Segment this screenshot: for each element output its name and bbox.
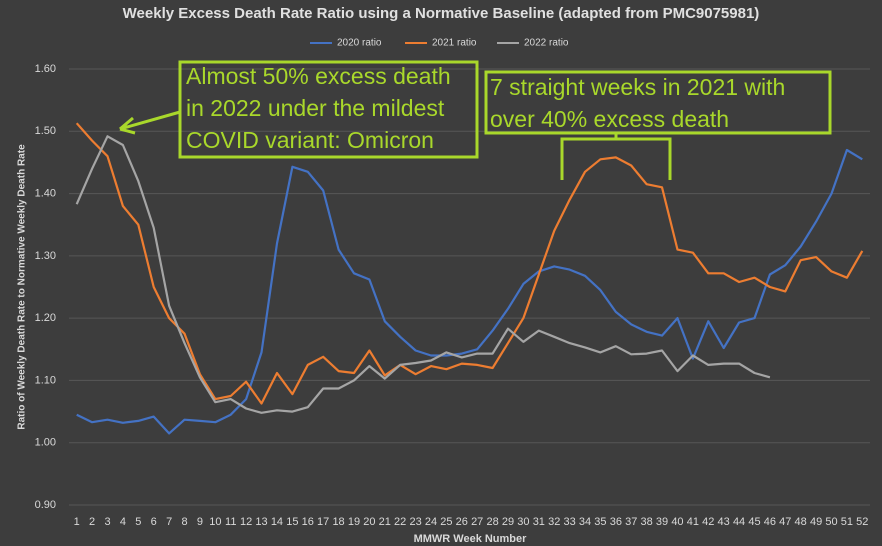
x-tick-label: 31 [533, 516, 545, 528]
x-tick-label: 20 [363, 516, 375, 528]
x-tick-label: 41 [687, 516, 699, 528]
series-line [75, 135, 771, 414]
y-tick-label: 1.10 [35, 374, 56, 386]
x-tick-label: 46 [764, 516, 776, 528]
legend-label: 2022 ratio [524, 38, 569, 49]
x-tick-label: 45 [748, 516, 760, 528]
x-tick-label: 27 [471, 516, 483, 528]
x-tick-label: 43 [718, 516, 730, 528]
x-tick-label: 5 [135, 516, 141, 528]
x-tick-label: 52 [856, 516, 868, 528]
x-tick-label: 28 [486, 516, 498, 528]
series-line [75, 122, 864, 405]
x-tick-label: 22 [394, 516, 406, 528]
x-tick-label: 50 [825, 516, 837, 528]
x-tick-label: 6 [151, 516, 157, 528]
x-tick-label: 13 [255, 516, 267, 528]
x-tick-label: 18 [332, 516, 344, 528]
bracket [560, 133, 672, 180]
x-tick-label: 12 [240, 516, 252, 528]
chart-title: Weekly Excess Death Rate Ratio using a N… [123, 5, 760, 22]
x-tick-label: 38 [641, 516, 653, 528]
annotation-text: over 40% excess death [490, 106, 729, 132]
y-tick-label: 1.50 [35, 125, 56, 137]
x-tick-label: 10 [209, 516, 221, 528]
annotation-text: COVID variant: Omicron [186, 127, 434, 153]
x-tick-label: 33 [564, 516, 576, 528]
legend-label: 2020 ratio [337, 38, 382, 49]
x-tick-label: 36 [610, 516, 622, 528]
x-tick-label: 42 [702, 516, 714, 528]
x-tick-label: 7 [166, 516, 172, 528]
annotation-text: in 2022 under the mildest [186, 95, 445, 121]
x-tick-label: 35 [594, 516, 606, 528]
x-tick-label: 19 [348, 516, 360, 528]
x-tick-label: 24 [425, 516, 437, 528]
x-tick-label: 51 [841, 516, 853, 528]
x-tick-label: 16 [302, 516, 314, 528]
x-tick-label: 9 [197, 516, 203, 528]
x-axis-title: MMWR Week Number [414, 533, 528, 545]
y-tick-label: 1.30 [35, 250, 56, 262]
x-tick-label: 37 [625, 516, 637, 528]
x-tick-label: 23 [409, 516, 421, 528]
y-axis-title: Ratio of Weekly Death Rate to Normative … [17, 144, 28, 430]
x-tick-label: 48 [795, 516, 807, 528]
y-tick-label: 1.40 [35, 187, 56, 199]
arrow [119, 110, 181, 135]
x-tick-label: 47 [779, 516, 791, 528]
series-line [76, 148, 863, 435]
x-tick-label: 15 [286, 516, 298, 528]
x-tick-label: 4 [120, 516, 126, 528]
y-tick-label: 0.90 [35, 499, 56, 511]
x-tick-label: 8 [181, 516, 187, 528]
y-tick-label: 1.60 [35, 63, 56, 75]
legend-label: 2021 ratio [432, 38, 477, 49]
annotation-box [484, 70, 832, 135]
annotation-text: 7 straight weeks in 2021 with [490, 74, 785, 100]
x-tick-label: 1 [74, 516, 80, 528]
x-tick-label: 26 [456, 516, 468, 528]
x-tick-label: 25 [440, 516, 452, 528]
x-tick-label: 21 [379, 516, 391, 528]
x-tick-label: 3 [104, 516, 110, 528]
annotations: Almost 50% excess death in 2022 under the… [119, 60, 832, 180]
y-tick-label: 1.00 [35, 437, 56, 449]
x-tick-label: 11 [225, 516, 236, 528]
plot-area: 0.901.001.101.201.301.401.501.601 2 3 4 5 6 7 8… [35, 38, 870, 528]
x-tick-label: 29 [502, 516, 514, 528]
x-tick-label: 40 [671, 516, 683, 528]
x-tick-label: 30 [517, 516, 529, 528]
x-tick-label: 2 [89, 516, 95, 528]
y-tick-label: 1.20 [35, 312, 56, 324]
x-tick-label: 39 [656, 516, 668, 528]
x-tick-label: 34 [579, 516, 591, 528]
x-tick-label: 49 [810, 516, 822, 528]
x-tick-label: 14 [271, 516, 283, 528]
annotation-text: Almost 50% excess death [186, 63, 451, 89]
x-tick-label: 32 [548, 516, 560, 528]
x-tick-label: 44 [733, 516, 745, 528]
annotation-box [178, 60, 479, 159]
x-tick-label: 17 [317, 516, 329, 528]
